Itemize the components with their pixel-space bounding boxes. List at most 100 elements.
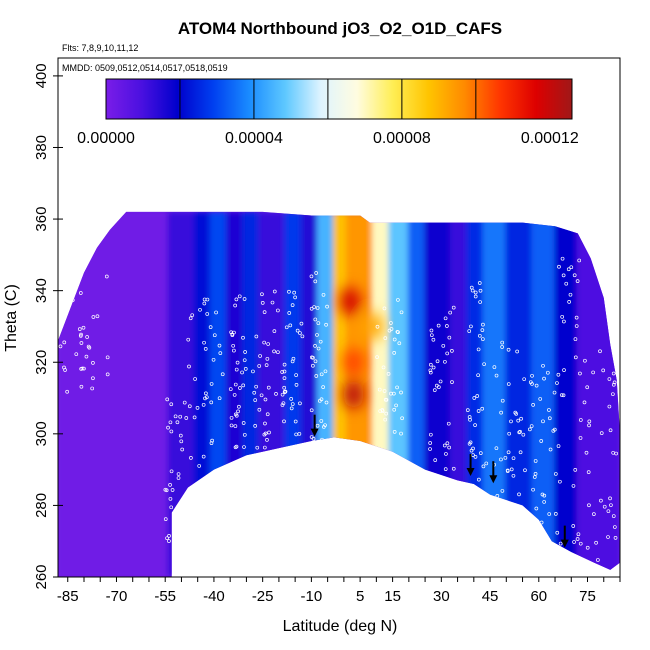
flight-track-point — [540, 492, 545, 497]
flight-track-point — [294, 383, 299, 387]
flight-track-point — [240, 370, 244, 375]
flight-track-point — [254, 334, 259, 339]
flight-track-point — [316, 346, 321, 351]
flight-track-point — [494, 446, 499, 451]
flight-track-point — [499, 410, 503, 415]
flight-track-point — [265, 412, 270, 417]
flight-track-point — [503, 455, 508, 460]
flight-track-point — [443, 467, 448, 471]
flight-track-point — [282, 419, 286, 424]
flight-track-point — [392, 337, 397, 342]
flight-track-point — [232, 348, 236, 353]
flight-track-point — [428, 447, 432, 451]
flight-track-point — [297, 431, 302, 436]
flight-track-point — [478, 451, 483, 455]
flight-track-point — [566, 267, 571, 272]
flight-track-point — [599, 431, 604, 435]
flight-track-point — [382, 389, 387, 393]
flight-track-point — [447, 445, 451, 450]
flight-track-point — [233, 303, 237, 308]
flight-track-point — [436, 323, 441, 328]
flight-track-point — [445, 324, 449, 328]
flight-track-point — [383, 417, 388, 422]
flight-track-point — [287, 311, 292, 315]
flight-track-point — [282, 385, 287, 390]
flight-track-point — [569, 265, 574, 270]
heatmap-bands — [58, 211, 620, 577]
flight-track-point — [552, 427, 557, 432]
flight-track-point — [598, 349, 602, 354]
heatmap-cell — [388, 211, 410, 577]
flight-track-point — [555, 530, 560, 535]
flight-track-point — [287, 289, 291, 294]
flight-track-point — [482, 362, 486, 367]
flight-track-point — [309, 274, 314, 279]
flight-track-point — [169, 402, 174, 407]
flight-track-point — [428, 362, 433, 367]
chart-title: ATOM4 Northbound jO3_O2_O1D_CAFS — [178, 19, 502, 38]
plot-frame — [57, 57, 621, 578]
flight-track-point — [432, 388, 437, 392]
flight-track-point — [265, 356, 270, 361]
flight-track-point — [534, 383, 539, 388]
flight-track-point — [209, 382, 214, 386]
flight-track-point — [541, 363, 545, 368]
flight-track-point — [448, 310, 453, 315]
flight-track-point — [255, 445, 260, 450]
heatmap-hotspot — [340, 287, 361, 316]
y-tick-label: 300 — [33, 421, 50, 446]
flight-track-point — [506, 382, 511, 386]
flight-track-point — [553, 472, 558, 476]
flight-track-point — [318, 339, 323, 344]
heatmap-cell — [372, 211, 391, 577]
x-tick-label: 15 — [384, 588, 401, 605]
flight-track-point — [182, 400, 187, 405]
flight-track-point — [276, 308, 280, 313]
flight-track-point — [476, 373, 480, 378]
flight-track-point — [470, 288, 475, 293]
flight-track-point — [233, 382, 238, 387]
flight-track-point — [375, 324, 380, 329]
flight-track-point — [319, 372, 324, 377]
flight-track-point — [201, 402, 206, 407]
flight-track-point — [242, 297, 247, 301]
flight-track-point — [324, 400, 329, 405]
flight-track-point — [253, 424, 258, 428]
flight-track-point — [607, 404, 612, 409]
flight-track-point — [556, 444, 561, 448]
flight-track-point — [500, 398, 505, 403]
flight-track-point — [266, 385, 271, 390]
flight-track-point — [428, 368, 433, 373]
flight-track-point — [478, 288, 483, 293]
flight-track-point — [293, 419, 298, 424]
flight-track-point — [281, 401, 286, 406]
flight-track-point — [533, 459, 538, 463]
y-axis: 260 280 300 320 340 360 380 400 — [33, 63, 63, 590]
colorbar-tick-label: 0.00004 — [225, 130, 283, 147]
flight-track-point — [399, 431, 403, 436]
x-tick-label: 75 — [579, 588, 596, 605]
flight-track-point — [494, 373, 499, 378]
flight-track-point — [212, 333, 217, 338]
flight-track-point — [378, 409, 383, 413]
flight-track-point — [480, 328, 485, 332]
flight-track-point — [314, 374, 319, 378]
flight-track-point — [253, 398, 258, 402]
flight-track-point — [509, 419, 513, 424]
flight-track-point — [534, 506, 539, 511]
flight-track-point — [547, 408, 551, 412]
y-tick-label: 400 — [33, 63, 50, 88]
flight-track-point — [179, 439, 184, 444]
heatmap-cell — [316, 211, 336, 577]
flight-track-point — [428, 370, 433, 375]
flight-tracks — [58, 256, 618, 562]
x-tick-label: -10 — [301, 588, 323, 605]
flight-track-point — [260, 292, 264, 297]
flight-track-point — [282, 376, 287, 380]
flight-track-point — [476, 477, 481, 482]
flight-track-point — [266, 342, 271, 346]
flight-track-point — [60, 280, 64, 284]
flight-track-point — [95, 314, 100, 319]
flight-track-point — [577, 258, 582, 263]
flight-track-point — [473, 423, 477, 427]
